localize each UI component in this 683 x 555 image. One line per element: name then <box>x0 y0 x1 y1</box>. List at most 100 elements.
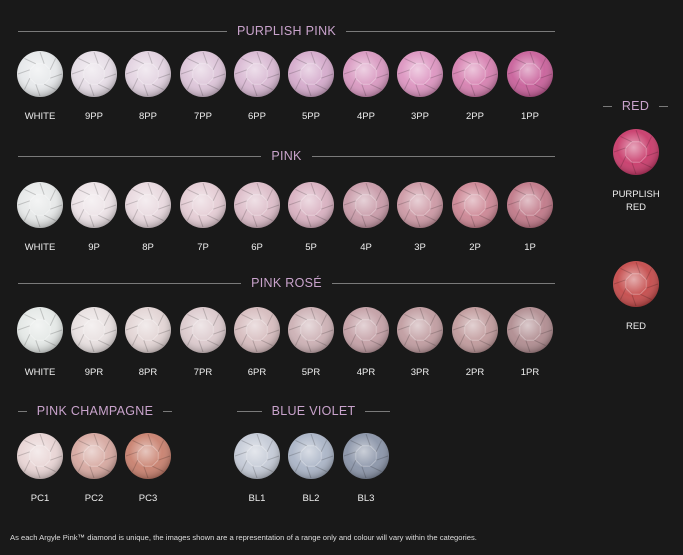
rule <box>18 410 27 412</box>
section-title: PINK <box>271 149 302 163</box>
diamond <box>343 182 389 228</box>
gem-label: 4P <box>360 242 372 253</box>
section-title: PURPLISH PINK <box>236 24 337 38</box>
gem-label: 3PP <box>411 111 429 122</box>
section-header: BLUE VIOLET <box>237 403 391 419</box>
gem-label: 6PR <box>247 367 267 378</box>
section-title: PINK CHAMPAGNE <box>36 404 154 418</box>
gem-label: 9PR <box>84 367 104 378</box>
gem-label: 2P <box>469 242 481 253</box>
diamond <box>125 51 171 97</box>
diamond <box>613 129 659 175</box>
gem-label: 3P <box>414 242 426 253</box>
diamond <box>452 182 498 228</box>
diamond <box>343 51 389 97</box>
rule <box>659 105 669 107</box>
gem-label: 3PR <box>410 367 430 378</box>
gem-label: PC1 <box>30 493 50 504</box>
gem-label: 9PP <box>85 111 103 122</box>
rule <box>163 410 172 412</box>
gem-label: 2PR <box>465 367 485 378</box>
gem-label: 5PP <box>302 111 320 122</box>
diamond <box>125 182 171 228</box>
diamond <box>17 182 63 228</box>
gem-label: 8P <box>142 242 154 253</box>
gem-label: BL1 <box>248 493 266 504</box>
gem-label: 6P <box>251 242 263 253</box>
rule <box>18 282 242 284</box>
section-header: PINK ROSÉ <box>18 275 555 291</box>
diamond <box>71 307 117 353</box>
diamond <box>180 182 226 228</box>
diamond <box>125 433 171 479</box>
rule <box>237 410 262 412</box>
gem-label: 4PR <box>356 367 376 378</box>
rule <box>18 30 227 32</box>
section-header: PINK CHAMPAGNE <box>18 403 172 419</box>
diamond <box>71 51 117 97</box>
rule <box>346 30 556 32</box>
section-title: BLUE VIOLET <box>271 404 356 418</box>
gem-label: PURPLISH RED <box>612 189 660 213</box>
gem-label: 7PP <box>194 111 212 122</box>
rule <box>18 155 262 157</box>
diamond <box>17 433 63 479</box>
gem-label: BL2 <box>302 493 320 504</box>
diamond <box>397 182 443 228</box>
gem-label: 7P <box>197 242 209 253</box>
rule <box>311 155 555 157</box>
diamond <box>507 182 553 228</box>
diamond <box>452 51 498 97</box>
section-title: RED <box>621 99 650 113</box>
gem-label: 8PP <box>139 111 157 122</box>
diamond <box>17 51 63 97</box>
diamond <box>452 307 498 353</box>
gem-label: 1P <box>524 242 536 253</box>
gem-label: 4PP <box>357 111 375 122</box>
gem-label: WHITE <box>24 242 56 253</box>
diamond <box>288 307 334 353</box>
gem-label: 1PR <box>520 367 540 378</box>
gem-label: PC2 <box>84 493 104 504</box>
section-header: PURPLISH PINK <box>18 23 556 39</box>
diamond <box>125 307 171 353</box>
gem-label: WHITE <box>24 111 56 122</box>
gem-label: 7PR <box>193 367 213 378</box>
gem-label: 5PR <box>301 367 321 378</box>
gem-label: 6PP <box>248 111 266 122</box>
diamond <box>507 307 553 353</box>
gem-label: 5P <box>305 242 317 253</box>
section-header: RED <box>603 98 669 114</box>
diamond <box>71 433 117 479</box>
rule <box>331 282 555 284</box>
gem-label: WHITE <box>24 367 56 378</box>
rule <box>365 410 391 412</box>
diamond <box>234 433 280 479</box>
diamond <box>343 307 389 353</box>
gem-label: PC3 <box>138 493 158 504</box>
gem-label: RED <box>625 321 647 332</box>
section-title: PINK ROSÉ <box>251 276 322 290</box>
diamond <box>234 51 280 97</box>
footnote: As each Argyle Pink™ diamond is unique, … <box>10 533 477 542</box>
diamond <box>71 182 117 228</box>
diamond <box>288 433 334 479</box>
gem-label: 2PP <box>466 111 484 122</box>
gem-label: BL3 <box>357 493 375 504</box>
diamond <box>397 307 443 353</box>
diamond <box>613 261 659 307</box>
diamond <box>180 51 226 97</box>
diamond <box>17 307 63 353</box>
gem-label: 1PP <box>521 111 539 122</box>
rule <box>603 105 612 107</box>
diamond <box>288 51 334 97</box>
diamond <box>234 307 280 353</box>
diamond <box>343 433 389 479</box>
gem-label: 9P <box>88 242 100 253</box>
diamond <box>234 182 280 228</box>
diamond <box>397 51 443 97</box>
diamond <box>180 307 226 353</box>
gem-label: 8PR <box>138 367 158 378</box>
diamond <box>507 51 553 97</box>
